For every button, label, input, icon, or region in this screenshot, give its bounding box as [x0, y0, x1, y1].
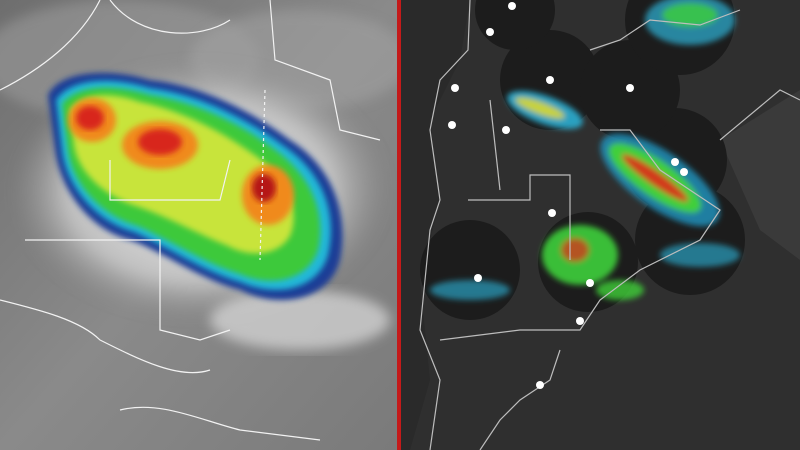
- radar-circle: [475, 0, 555, 50]
- border-line: [259, 89, 266, 261]
- site-dot: [576, 317, 584, 325]
- site-dot: [626, 84, 634, 92]
- storm-core-red: [252, 174, 276, 202]
- storm-core-red: [76, 106, 104, 130]
- site-dot: [486, 28, 494, 36]
- border-line: [119, 406, 321, 441]
- site-dot: [536, 381, 544, 389]
- site-dot: [451, 84, 459, 92]
- site-dot: [680, 168, 688, 176]
- echo-cyan: [430, 280, 510, 300]
- border-line: [589, 9, 741, 51]
- panel-divider: [397, 0, 401, 450]
- site-dot: [546, 76, 554, 84]
- land-area: [720, 90, 800, 260]
- echo-green: [662, 3, 718, 27]
- border-line: [25, 239, 231, 341]
- radar-sites: [448, 2, 688, 389]
- border-line: [468, 174, 571, 260]
- radar-circle: [420, 220, 520, 320]
- border-line: [0, 0, 101, 91]
- radar-echoes: [430, 0, 740, 300]
- echo-red: [621, 154, 689, 202]
- border-line: [419, 0, 471, 450]
- site-dot: [671, 158, 679, 166]
- border-line: [109, 0, 231, 34]
- cloud-band: [210, 290, 390, 350]
- site-dot: [448, 121, 456, 129]
- satellite-borders: [0, 0, 381, 441]
- site-dot: [474, 274, 482, 282]
- border-line: [0, 299, 211, 374]
- radar-panel: [401, 0, 800, 450]
- echo-green: [596, 280, 644, 300]
- border-line: [269, 0, 381, 141]
- border-line: [489, 99, 501, 191]
- storm-core-red: [138, 129, 182, 155]
- border-line: [719, 89, 800, 141]
- border-line: [439, 129, 721, 341]
- site-dot: [508, 2, 516, 10]
- echo-yellow: [515, 97, 565, 119]
- site-dot: [502, 126, 510, 134]
- land-area: [401, 0, 470, 450]
- site-dot: [586, 279, 594, 287]
- echo-red: [561, 238, 589, 262]
- border-line: [109, 159, 231, 201]
- echo-cyan: [660, 243, 740, 267]
- radar-borders: [419, 0, 800, 450]
- border-line: [479, 349, 561, 450]
- site-dot: [548, 209, 556, 217]
- satellite-panel: [0, 0, 410, 450]
